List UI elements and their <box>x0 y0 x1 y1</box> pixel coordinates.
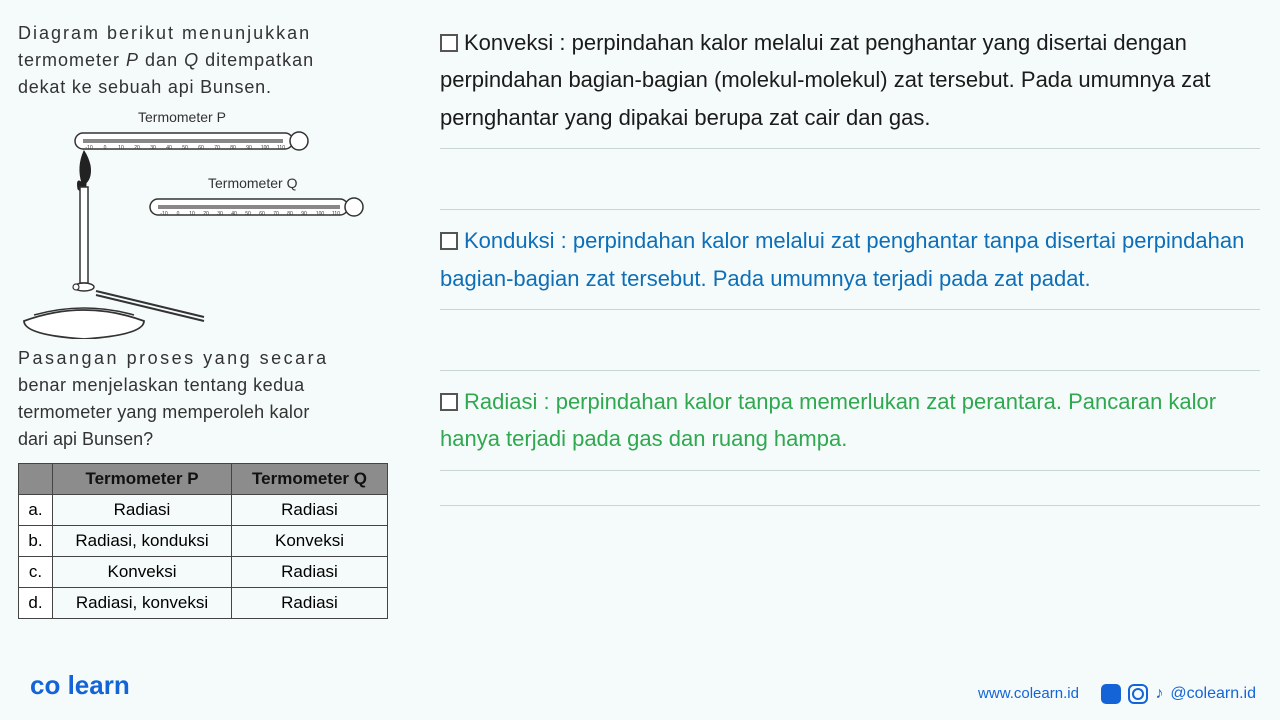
brand-co: co <box>30 670 60 700</box>
social-icons: f ♪ @colearn.id <box>1101 684 1256 704</box>
konveksi-body: : perpindahan kalor melalui zat penghant… <box>440 30 1210 130</box>
rule-line <box>440 470 1260 471</box>
cell-b-p: Radiasi, konduksi <box>53 526 232 557</box>
intro-line-3: dekat ke sebuah api Bunsen. <box>18 74 388 101</box>
svg-text:100: 100 <box>261 145 270 151</box>
svg-text:110: 110 <box>277 145 285 151</box>
table-row: d. Radiasi, konveksi Radiasi <box>19 588 388 619</box>
table-row: c. Konveksi Radiasi <box>19 557 388 588</box>
intro-text: Diagram berikut menunjukkan termometer P… <box>18 20 388 101</box>
left-panel: Diagram berikut menunjukkan termometer P… <box>18 20 388 619</box>
brand-logo: co learn <box>30 670 130 700</box>
bunsen-burner-graphic <box>4 139 234 339</box>
cell-d-q: Radiasi <box>232 588 388 619</box>
footer-url: www.colearn.id <box>978 685 1079 702</box>
intro-2a: termometer <box>18 50 126 70</box>
intro-2c: ditempatkan <box>199 50 314 70</box>
svg-text:90: 90 <box>301 211 307 217</box>
question-text: Pasangan proses yang secara benar menjel… <box>18 345 388 453</box>
konduksi-body: : perpindahan kalor melalui zat penghant… <box>440 228 1244 290</box>
konveksi-text: Konveksi : perpindahan kalor melalui zat… <box>440 30 1210 130</box>
radiasi-body: : perpindahan kalor tanpa memerlukan zat… <box>440 389 1216 451</box>
cell-a-q: Radiasi <box>232 495 388 526</box>
konduksi-title: Konduksi <box>464 228 555 253</box>
table-header-empty <box>19 464 53 495</box>
checkbox-icon <box>440 393 458 411</box>
svg-text:60: 60 <box>259 211 265 217</box>
instagram-icon <box>1128 684 1148 704</box>
opt-d: d. <box>19 588 53 619</box>
table-row: b. Radiasi, konduksi Konveksi <box>19 526 388 557</box>
cell-c-p: Konveksi <box>53 557 232 588</box>
intro-2-q: Q <box>184 50 199 70</box>
social-handle: @colearn.id <box>1170 685 1256 703</box>
rule-line <box>440 370 1260 371</box>
definition-konduksi: Konduksi : perpindahan kalor melalui zat… <box>440 209 1260 310</box>
svg-text:90: 90 <box>246 145 252 151</box>
svg-text:70: 70 <box>273 211 279 217</box>
rule-line <box>440 148 1260 149</box>
table-header-q: Termometer Q <box>232 464 388 495</box>
cell-c-q: Radiasi <box>232 557 388 588</box>
table-row: a. Radiasi Radiasi <box>19 495 388 526</box>
svg-text:110: 110 <box>332 211 340 217</box>
question-line-3: termometer yang memperoleh kalor <box>18 399 388 426</box>
tiktok-icon: ♪ <box>1155 685 1163 703</box>
cell-b-q: Konveksi <box>232 526 388 557</box>
question-line-4: dari api Bunsen? <box>18 426 388 453</box>
definition-konveksi: Konveksi : perpindahan kalor melalui zat… <box>440 24 1260 149</box>
intro-2b: dan <box>139 50 184 70</box>
right-panel: Konveksi : perpindahan kalor melalui zat… <box>440 24 1260 550</box>
checkbox-icon <box>440 34 458 52</box>
intro-line-2: termometer P dan Q ditempatkan <box>18 47 388 74</box>
facebook-icon: f <box>1101 684 1121 704</box>
opt-c: c. <box>19 557 53 588</box>
question-line-1: Pasangan proses yang secara <box>18 345 388 372</box>
radiasi-title: Radiasi <box>464 389 537 414</box>
thermometer-p-label: Termometer P <box>138 109 226 125</box>
rule-line <box>440 309 1260 310</box>
bunsen-diagram: Termometer P -10010 203040 506070 809010… <box>18 109 358 339</box>
question-line-2: benar menjelaskan tentang kedua <box>18 372 388 399</box>
definition-radiasi: Radiasi : perpindahan kalor tanpa memerl… <box>440 370 1260 506</box>
svg-text:80: 80 <box>287 211 293 217</box>
cell-d-p: Radiasi, konveksi <box>53 588 232 619</box>
footer-right: www.colearn.id f ♪ @colearn.id <box>978 684 1256 704</box>
opt-a: a. <box>19 495 53 526</box>
table-header-row: Termometer P Termometer Q <box>19 464 388 495</box>
konduksi-text: Konduksi : perpindahan kalor melalui zat… <box>440 228 1244 290</box>
radiasi-text: Radiasi : perpindahan kalor tanpa memerl… <box>440 389 1216 451</box>
intro-line-1: Diagram berikut menunjukkan <box>18 20 388 47</box>
svg-text:100: 100 <box>316 211 325 217</box>
opt-b: b. <box>19 526 53 557</box>
answer-table: Termometer P Termometer Q a. Radiasi Rad… <box>18 463 388 619</box>
brand-dot <box>60 670 67 700</box>
cell-a-p: Radiasi <box>53 495 232 526</box>
brand-learn: learn <box>68 670 130 700</box>
rule-line <box>440 505 1260 506</box>
svg-text:50: 50 <box>245 211 251 217</box>
footer: co learn www.colearn.id f ♪ @colearn.id <box>30 670 1264 706</box>
rule-line <box>440 209 1260 210</box>
table-header-p: Termometer P <box>53 464 232 495</box>
konveksi-title: Konveksi <box>464 30 553 55</box>
checkbox-icon <box>440 232 458 250</box>
intro-2-p: P <box>126 50 139 70</box>
